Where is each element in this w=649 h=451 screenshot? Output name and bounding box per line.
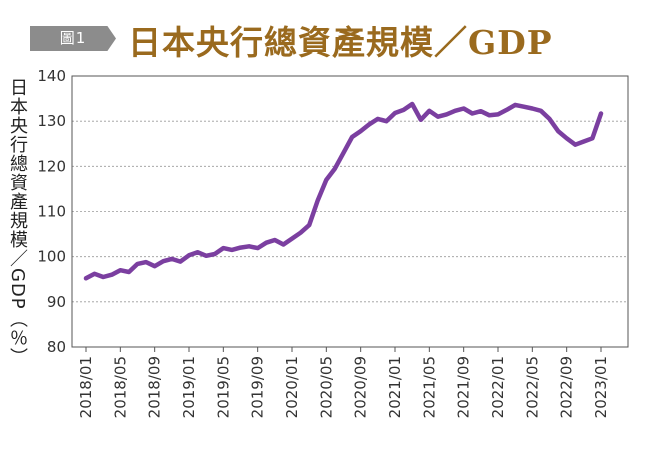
chart-title: 日本央行總資產規模／GDP (128, 23, 553, 62)
x-tick-label: 2019/01 (180, 356, 198, 418)
x-tick-label: 2019/09 (249, 356, 267, 418)
y-axis-ticks: 80 90 100 110 120 130 140 (37, 67, 66, 356)
x-tick-label: 2021/09 (455, 356, 473, 418)
x-tick-label: 2019/05 (214, 356, 232, 418)
series-layer (83, 101, 604, 281)
x-tick-label: 2022/09 (558, 356, 576, 418)
series-line (83, 101, 604, 281)
y-tick-label: 110 (37, 203, 66, 221)
y-tick-label: 130 (37, 112, 66, 130)
figure-badge: 圖1 (30, 26, 116, 51)
chart-header: 圖1 日本央行總資產規模／GDP (0, 0, 649, 70)
x-tick-label: 2022/05 (523, 356, 541, 418)
x-tick-label: 2018/05 (111, 356, 129, 418)
x-tick-label: 2022/01 (489, 356, 507, 418)
x-tick-label: 2020/09 (352, 356, 370, 418)
y-tick-label: 80 (47, 338, 66, 356)
y-axis-label: 日本央行總資產規模／GDP（％） (7, 78, 28, 367)
x-tick-label: 2020/01 (283, 356, 301, 418)
x-tick-label: 2018/09 (146, 356, 164, 418)
y-tick-label: 120 (37, 157, 66, 175)
y-tick-label: 140 (37, 67, 66, 85)
plot-frame (71, 75, 629, 348)
grid-lines (72, 120, 628, 303)
x-axis-ticks: 2018/01 2018/05 2018/09 2019/01 2019/05 2019/… (77, 347, 610, 418)
x-tick-label: 2021/01 (386, 356, 404, 418)
x-tick-label: 2023/01 (592, 356, 610, 418)
y-tick-label: 100 (37, 248, 66, 266)
x-tick-label: 2020/05 (317, 356, 335, 418)
y-tick-label: 90 (47, 293, 66, 311)
x-tick-label: 2021/05 (420, 356, 438, 418)
x-tick-label: 2018/01 (77, 356, 95, 418)
